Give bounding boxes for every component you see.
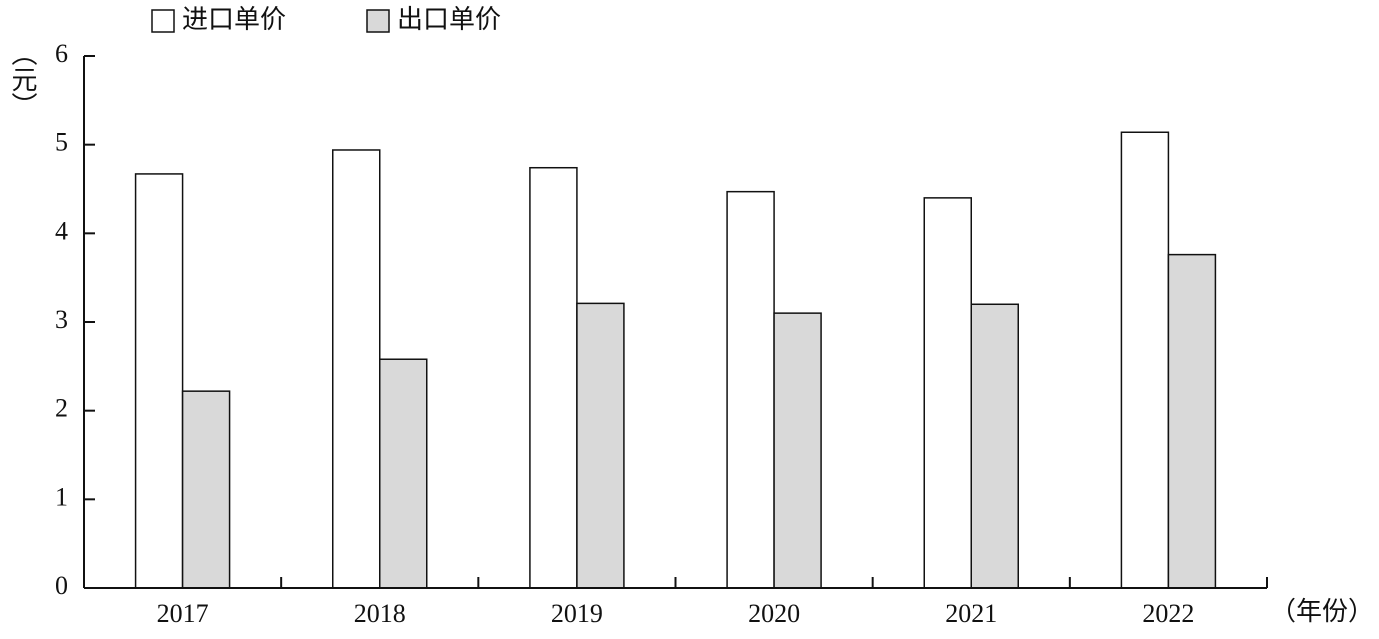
bar xyxy=(576,302,625,589)
y-tick-label: 5 xyxy=(55,128,68,157)
bar xyxy=(379,358,428,589)
y-tick-label: 4 xyxy=(55,216,68,245)
legend-label: 进口单价 xyxy=(182,5,286,34)
x-tick-label: 2022 xyxy=(1142,599,1194,628)
bar xyxy=(970,303,1019,589)
y-axis-label: （元） xyxy=(8,40,37,118)
y-tick-label: 3 xyxy=(55,305,68,334)
y-tick-label: 6 xyxy=(55,39,68,68)
x-tick-label: 2018 xyxy=(354,599,406,628)
bar xyxy=(181,390,231,589)
bar xyxy=(726,190,775,589)
y-tick-label: 2 xyxy=(55,394,68,423)
y-tick-label: 1 xyxy=(55,482,68,511)
legend-swatch xyxy=(151,9,175,33)
x-tick-label: 2019 xyxy=(551,599,603,628)
x-tick-label: 2017 xyxy=(157,599,209,628)
bar xyxy=(923,197,972,589)
x-axis-label: （年份） xyxy=(1270,597,1374,626)
legend-swatch xyxy=(366,9,390,33)
bar xyxy=(1167,253,1217,589)
bar xyxy=(1120,131,1170,589)
x-tick-label: 2021 xyxy=(945,599,997,628)
bar xyxy=(529,166,578,589)
legend-label: 出口单价 xyxy=(397,5,501,34)
y-tick-label: 0 xyxy=(55,571,68,600)
x-tick-label: 2020 xyxy=(748,599,800,628)
bar xyxy=(134,173,184,589)
bar xyxy=(773,312,822,589)
bar xyxy=(332,149,381,589)
